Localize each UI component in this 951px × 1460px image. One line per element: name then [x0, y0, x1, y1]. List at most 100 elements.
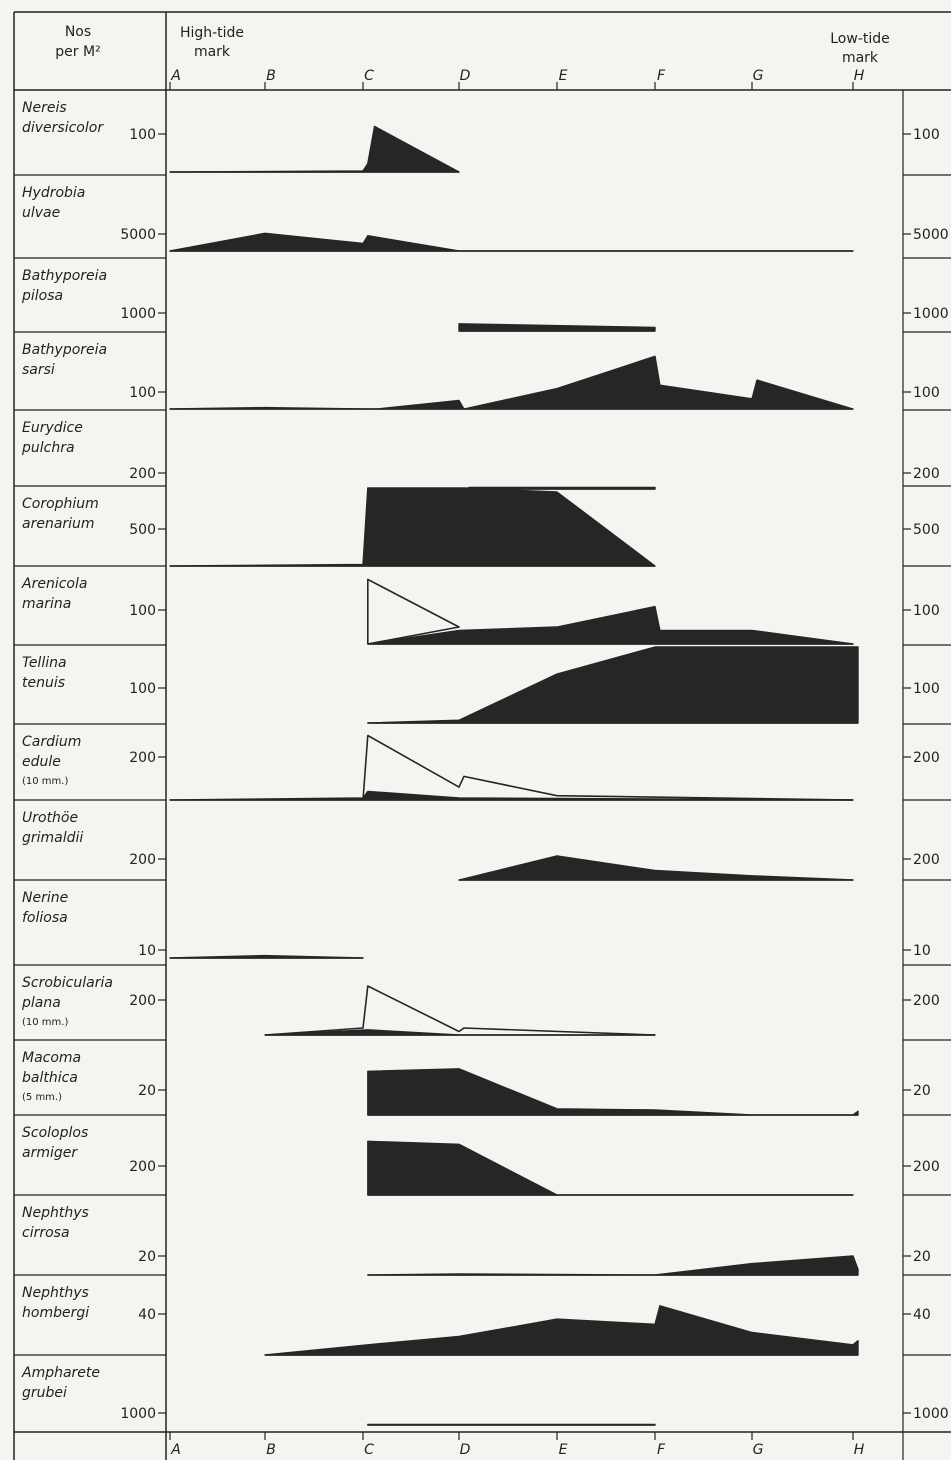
scale-label-right: 100: [913, 681, 940, 697]
station-label: G: [753, 1442, 764, 1458]
scale-label-right: 200: [913, 466, 940, 482]
station-label: D: [460, 1442, 471, 1458]
density-profile-outline: [264, 985, 656, 1036]
scale-label-left: 100: [129, 127, 156, 143]
species-row: Bathyporeia sarsi 100 100: [14, 331, 951, 410]
chart-header: Nos per M² High-tide mark Low-tide mark: [55, 24, 889, 66]
station-label: C: [364, 1442, 374, 1458]
scale-label-right: 1000: [913, 306, 949, 322]
bottom-station-axis: A B C D E F G H: [169, 1432, 865, 1458]
species-row: Nephthys hombergi 40 40: [14, 1274, 951, 1356]
species-name: Hydrobia: [22, 185, 85, 201]
scale-label-left: 1000: [120, 1406, 156, 1422]
scale-label-right: 5000: [913, 227, 949, 243]
scale-label-left: 200: [129, 466, 156, 482]
scale-label-right: 500: [913, 522, 940, 538]
station-label: F: [657, 68, 666, 84]
species-name: arenarium: [22, 516, 95, 532]
species-name: balthica: [22, 1070, 78, 1086]
low-tide-label-line2: mark: [842, 50, 879, 66]
scale-label-left: 10: [138, 943, 156, 959]
station-label: H: [854, 68, 865, 84]
high-tide-label-line2: mark: [194, 44, 231, 60]
scale-label-left: 100: [129, 681, 156, 697]
species-name: sarsi: [22, 362, 55, 378]
scale-label-right: 20: [913, 1249, 931, 1265]
species-row: Bathyporeia pilosa 1000 1000: [14, 257, 951, 332]
density-profile-filled: [169, 487, 656, 567]
species-row: Hydrobia ulvae 5000 5000: [14, 174, 951, 252]
station-label: E: [559, 68, 568, 84]
density-profile-filled: [367, 646, 859, 724]
species-row: Nerine foliosa 10 10: [14, 879, 951, 959]
scale-label-left: 20: [138, 1249, 156, 1265]
scale-label-right: 200: [913, 750, 940, 766]
species-name: grubei: [22, 1385, 67, 1401]
species-name: Nephthys: [22, 1285, 89, 1301]
species-rows: Nereis diversicolor 100 100 Hydrobia ulvae 500…: [14, 100, 951, 1426]
species-row: Tellina tenuis 100 100: [14, 644, 951, 724]
scale-label-left: 5000: [120, 227, 156, 243]
species-row: Eurydice pulchra 200 200: [14, 409, 951, 490]
scale-label-right: 200: [913, 852, 940, 868]
scale-label-left: 200: [129, 993, 156, 1009]
species-name: Cardium: [22, 734, 81, 750]
scale-label-right: 200: [913, 1159, 940, 1175]
species-name: Scrobicularia: [22, 975, 113, 991]
scale-label-right: 1000: [913, 1406, 949, 1422]
station-label: B: [266, 1442, 276, 1458]
species-name: Nephthys: [22, 1205, 89, 1221]
station-label: A: [170, 68, 181, 84]
species-row: Nephthys cirrosa 20 20: [14, 1194, 951, 1276]
species-size-note: (10 mm.): [22, 1017, 68, 1028]
scale-label-right: 40: [913, 1307, 931, 1323]
density-profile-outline: [367, 578, 460, 645]
station-label: C: [364, 68, 374, 84]
scale-label-left: 100: [129, 603, 156, 619]
density-unit-line2: per M²: [55, 44, 100, 60]
station-label: B: [266, 68, 276, 84]
species-name: Nereis: [22, 100, 67, 116]
scale-label-left: 200: [129, 750, 156, 766]
scale-label-left: 100: [129, 385, 156, 401]
species-name: edule: [22, 754, 61, 770]
density-profile-filled: [367, 1068, 859, 1116]
species-name: Tellina: [22, 655, 67, 671]
station-label: D: [460, 68, 471, 84]
species-name: Arenicola: [21, 576, 87, 592]
species-row: Nereis diversicolor 100 100: [22, 100, 940, 173]
scale-label-left: 500: [129, 522, 156, 538]
station-label: G: [753, 68, 764, 84]
species-name: pulchra: [21, 440, 75, 456]
station-label: F: [657, 1442, 666, 1458]
scale-label-right: 100: [913, 127, 940, 143]
species-name: tenuis: [22, 675, 65, 691]
scale-label-right: 200: [913, 993, 940, 1009]
species-name: diversicolor: [22, 120, 104, 136]
top-station-axis: A B C D E F G H: [169, 68, 865, 90]
species-name: Scoloplos: [22, 1125, 88, 1141]
high-tide-label-line1: High-tide: [180, 25, 244, 41]
species-size-note: (5 mm.): [22, 1092, 62, 1103]
scale-label-left: 40: [138, 1307, 156, 1323]
species-name: armiger: [22, 1145, 78, 1161]
scale-label-right: 10: [913, 943, 931, 959]
density-profile-filled: [367, 605, 854, 645]
low-tide-label-line1: Low-tide: [830, 31, 890, 47]
species-name: Bathyporeia: [22, 342, 107, 358]
density-unit-line1: Nos: [65, 24, 91, 40]
species-row: Urothöe grimaldii 200 200: [14, 799, 951, 881]
species-name: Ampharete: [21, 1365, 100, 1381]
density-profile-filled: [264, 1305, 859, 1356]
species-row: Scoloplos armiger 200 200: [14, 1114, 951, 1196]
species-name: Bathyporeia: [22, 268, 107, 284]
scale-label-left: 200: [129, 1159, 156, 1175]
species-name: marina: [22, 596, 71, 612]
species-row: Arenicola marina 100 100: [14, 565, 951, 645]
scale-label-right: 100: [913, 385, 940, 401]
species-name: grimaldii: [22, 830, 83, 846]
species-name: hombergi: [22, 1305, 89, 1321]
species-name: plana: [21, 995, 61, 1011]
